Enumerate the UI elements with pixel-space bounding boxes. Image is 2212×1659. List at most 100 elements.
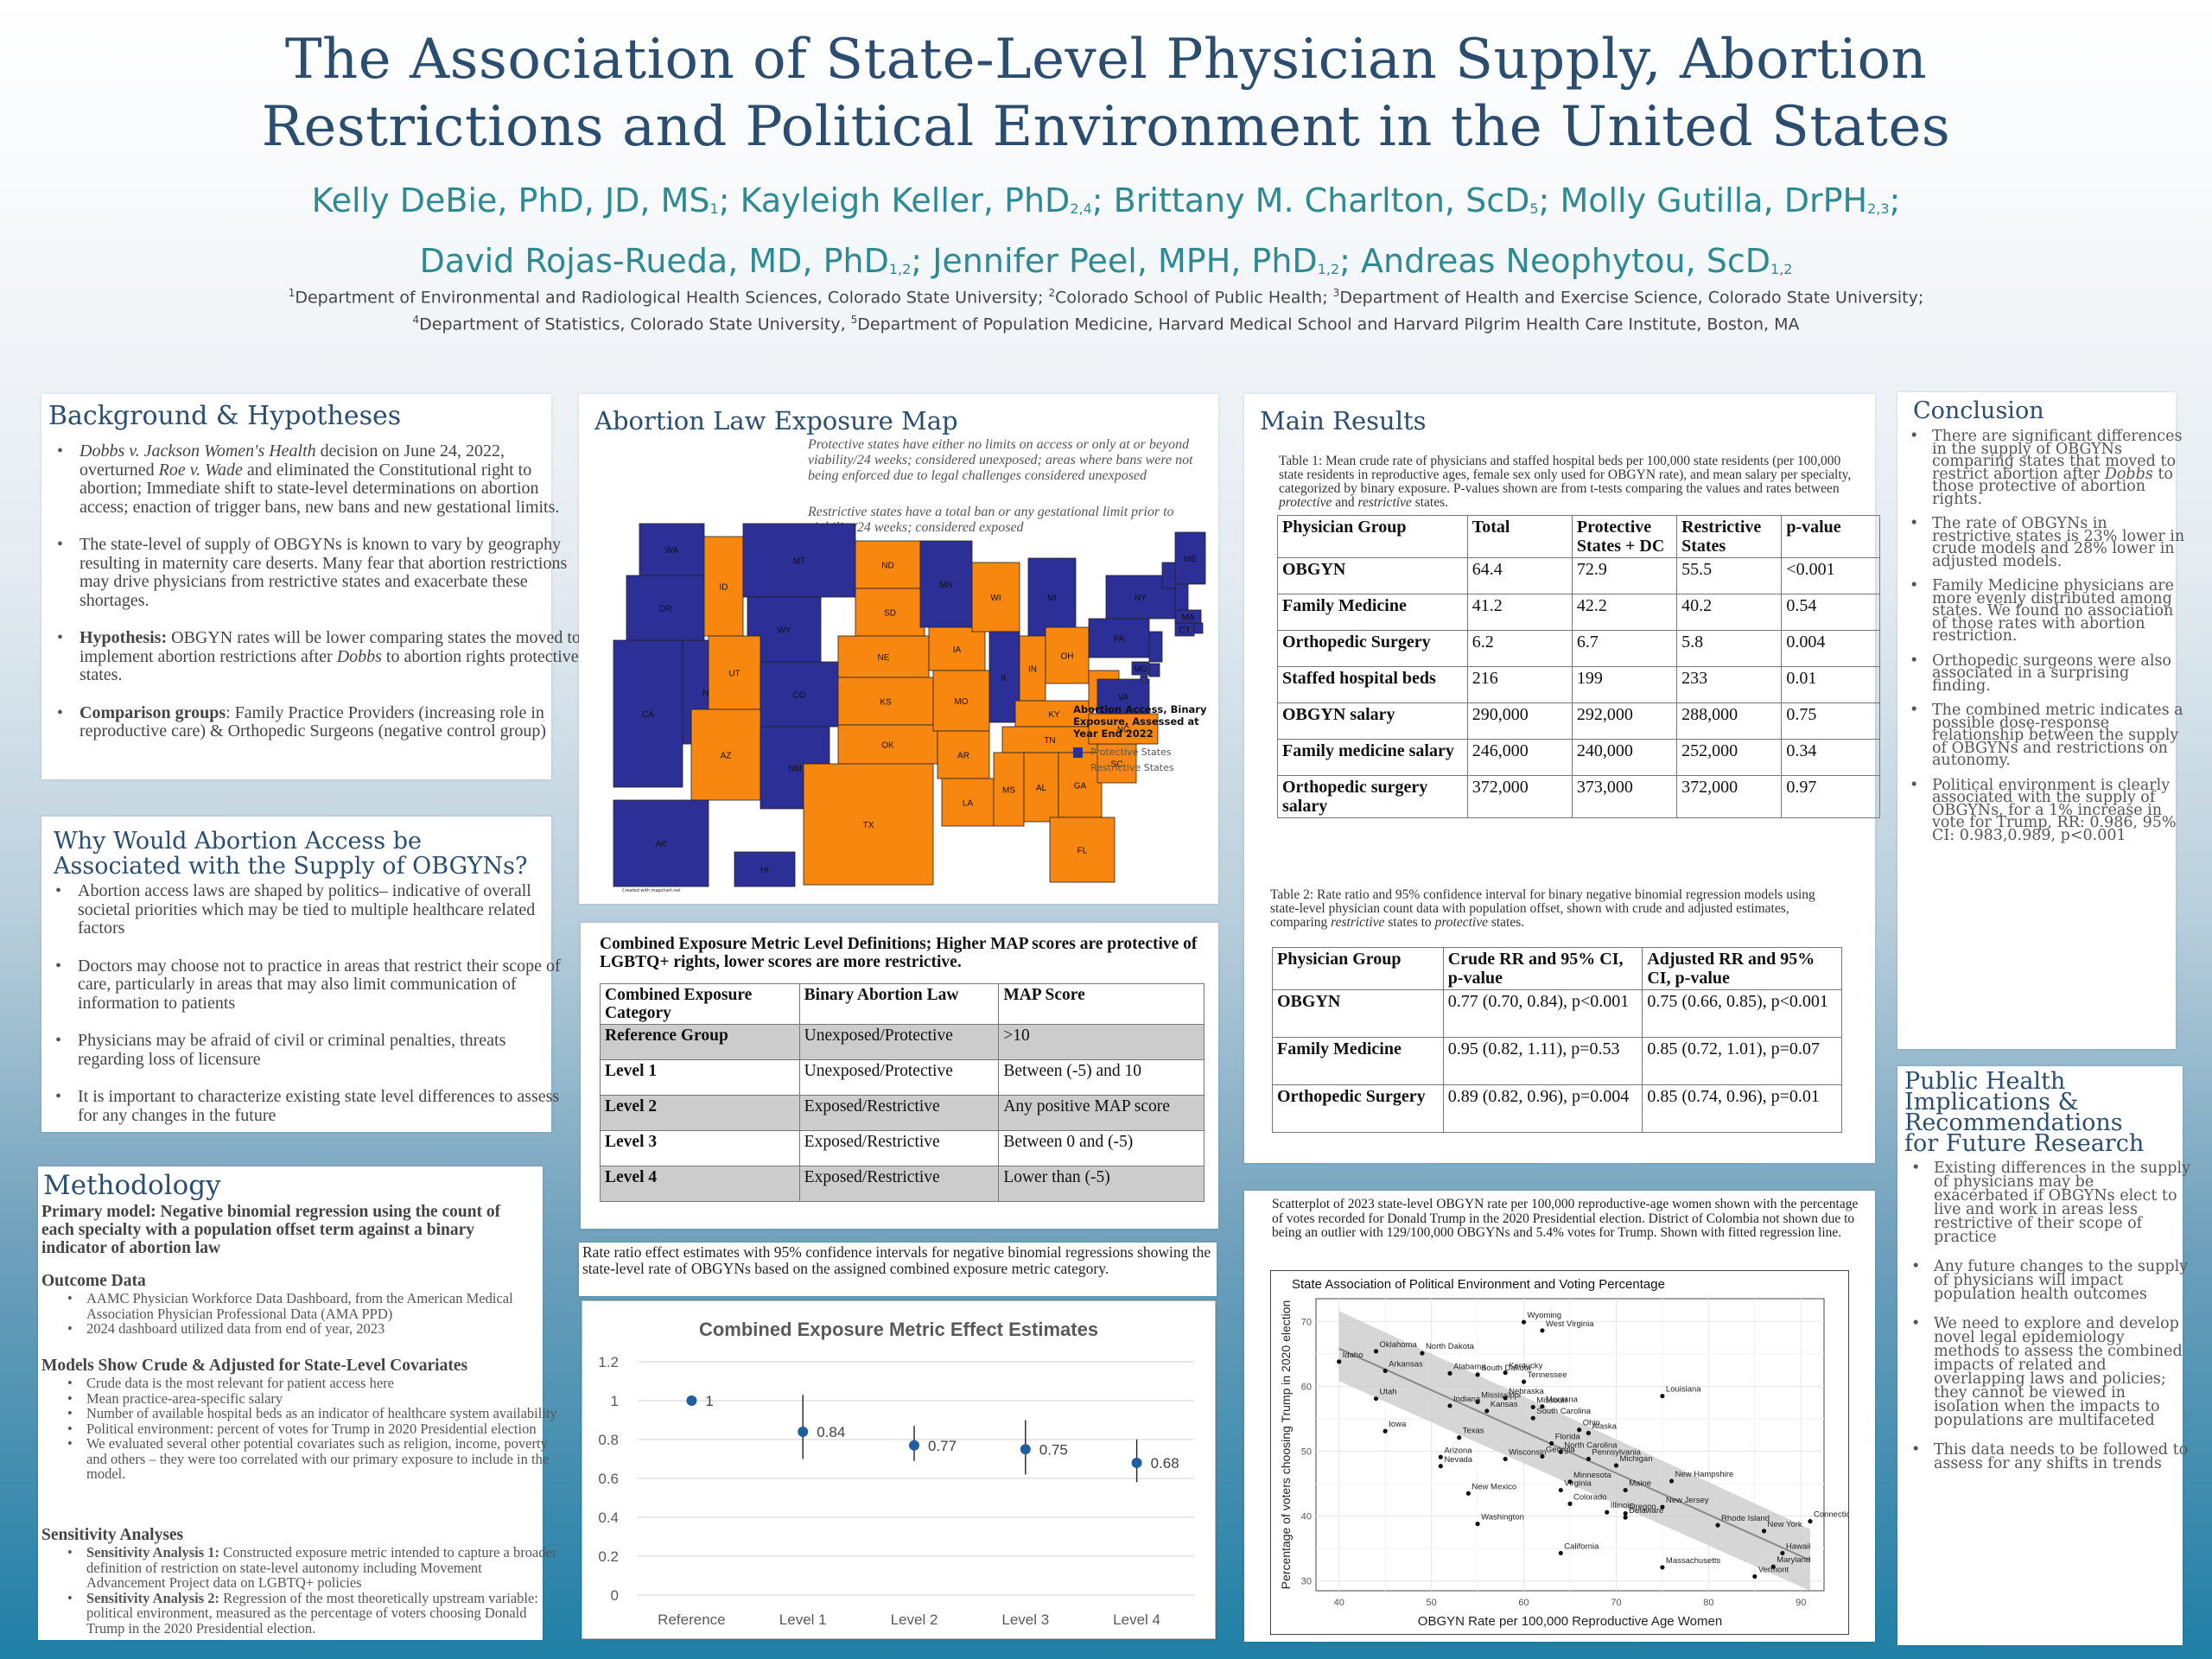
table-cell: Orthopedic Surgery	[1277, 630, 1468, 667]
map-state-nc: NC	[1088, 713, 1159, 745]
table-row: Family Medicine 41.2 42.2 40.2 0.54	[1277, 594, 1880, 631]
effect-x-label: Level 2	[891, 1611, 938, 1628]
scatter-x-tick: 60	[1518, 1598, 1529, 1608]
outcome-bullet: AAMC Physician Workforce Data Dashboard,…	[67, 1291, 562, 1321]
scatter-point-label: Nevada	[1444, 1455, 1472, 1465]
scatter-point-florida: Florida	[1549, 1432, 1580, 1446]
scatter-point-new-jersey: New Jersey	[1660, 1496, 1709, 1510]
conclusion-bullet: The rate of OBGYNs in restrictive states…	[1910, 516, 2188, 569]
scatter-point-illinois: Illinois	[1605, 1501, 1633, 1515]
map-state-ia: IA	[928, 626, 986, 671]
map-state-ma: MA	[1174, 609, 1202, 624]
svg-text:AZ: AZ	[721, 752, 732, 761]
map-state-sc: SC	[1096, 743, 1137, 784]
scatter-point-south-dakota: South Dakota	[1475, 1363, 1531, 1377]
table-cell: 252,000	[1676, 739, 1783, 776]
svg-text:CA: CA	[642, 710, 654, 720]
table-header-cell: Physician Group	[1272, 947, 1444, 990]
scatter-point-label: Wisconsin	[1509, 1448, 1546, 1458]
map-state-fl: FL	[1049, 817, 1116, 883]
table-cell: 6.7	[1571, 630, 1678, 667]
svg-text:MA: MA	[1182, 613, 1195, 623]
outcome-bullets: AAMC Physician Workforce Data Dashboard,…	[57, 1291, 562, 1337]
author-separator: ;	[718, 181, 741, 219]
scatter-point-wisconsin: Wisconsin	[1503, 1448, 1546, 1462]
scatter-point-label: Wyoming	[1528, 1311, 1562, 1320]
table-cell: 0.75 (0.66, 0.85), p<0.001	[1642, 989, 1842, 1038]
scatter-point-arizona: Arizona	[1438, 1446, 1472, 1459]
table-header-cell: Crude RR and 95% CI, p-value	[1442, 947, 1643, 990]
table-cell: 0.77 (0.70, 0.84), p<0.001	[1442, 989, 1643, 1038]
scatter-point-label: Florida	[1555, 1432, 1581, 1441]
table-row: Reference Group Unexposed/Protective >10	[600, 1024, 1205, 1060]
svg-text:SD: SD	[884, 609, 896, 619]
svg-text:VA: VA	[1118, 693, 1129, 702]
table-cell: Exposed/Restrictive	[798, 1095, 1000, 1131]
effect-y-tick: 1	[611, 1393, 619, 1409]
scatter-point-montana: Montana	[1540, 1395, 1579, 1409]
scatter-point-washington: Washington	[1475, 1513, 1524, 1527]
table-cell: Level 3	[600, 1130, 800, 1166]
scatter-point-arkansas: Arkansas	[1382, 1359, 1423, 1373]
svg-text:IL: IL	[1001, 674, 1008, 683]
table-cell: Any positive MAP score	[998, 1095, 1205, 1131]
scatter-point-label: Idaho	[1343, 1351, 1363, 1360]
author-affiliation-marker: 2,4	[1070, 200, 1092, 217]
background-bullets: Dobbs v. Jackson Women's Health decision…	[50, 442, 581, 741]
table-cell: 6.2	[1466, 630, 1573, 667]
scatter-point-oklahoma: Oklahoma	[1373, 1340, 1418, 1354]
scatter-point-label: Michigan	[1619, 1454, 1652, 1464]
models-heading: Models Show Crude & Adjusted for State-L…	[41, 1357, 468, 1375]
author-name: Jennifer Peel, MPH, PhD	[932, 242, 1318, 280]
scatter-point-ohio: Ohio	[1577, 1419, 1600, 1433]
table-cell: 40.2	[1676, 594, 1783, 631]
scatter-point-label: North Dakota	[1426, 1342, 1475, 1351]
map-state-ak: AK	[613, 799, 709, 887]
table-cell: 288,000	[1676, 702, 1783, 740]
table-cell: Staffed hospital beds	[1277, 666, 1468, 703]
map-state-in: IN	[1019, 635, 1046, 702]
scatter-point-pennsylvania: Pennsylvania	[1586, 1448, 1642, 1462]
implications-bullet: Existing differences in the supply of ph…	[1911, 1160, 2193, 1245]
scatter-point-georgia: Georgia	[1540, 1446, 1575, 1459]
scatter-title: State Association of Political Environme…	[1292, 1277, 1665, 1292]
svg-text:MN: MN	[939, 581, 953, 590]
effect-caption-panel: Rate ratio effect estimates with 95% con…	[579, 1243, 1217, 1296]
background-bullet: Comparison groups: Family Practice Provi…	[57, 703, 581, 741]
scatter-point-kansas: Kansas	[1484, 1400, 1518, 1414]
background-bullet: The state-level of supply of OBGYNs is k…	[57, 535, 581, 610]
effect-point	[909, 1440, 919, 1451]
scatter-point-label: Oregon	[1629, 1503, 1656, 1512]
author-line-1: Kelly DeBie, PhD, JD, MS1; Kayleigh Kell…	[0, 175, 2212, 235]
scatter-point-california: California	[1558, 1541, 1599, 1556]
conclusion-bullet: Family Medicine physicians are more even…	[1910, 578, 2188, 643]
conclusion-bullets: There are significant differences in the…	[1903, 429, 2188, 854]
scatter-point-massachusetts: Massachusetts	[1660, 1556, 1721, 1570]
svg-text:IA: IA	[953, 645, 962, 655]
methodology-heading: Methodology	[43, 1170, 221, 1201]
map-state-oh: OH	[1045, 626, 1090, 684]
implications-panel: Public Health Implications & Recommendat…	[1897, 1066, 2190, 1645]
scatter-point-minnesota: Minnesota	[1567, 1471, 1612, 1484]
effect-point	[686, 1395, 697, 1406]
effect-point	[1020, 1444, 1031, 1455]
affiliation-line-1: 1Department of Environmental and Radiolo…	[0, 282, 2212, 308]
map-state-vt	[1161, 562, 1176, 589]
scatter-point-label: Pennsylvania	[1592, 1448, 1641, 1458]
table-row: Family Medicine 0.95 (0.82, 1.11), p=0.53…	[1272, 1037, 1842, 1085]
scatter-x-tick: 50	[1427, 1598, 1437, 1608]
restrictive-swatch	[1073, 762, 1083, 773]
conclusion-bullet: The combined metric indicates a possible…	[1910, 702, 2188, 767]
scatter-panel: Scatterplot of 2023 state-level OBGYN ra…	[1244, 1191, 1875, 1642]
table-cell: 41.2	[1466, 594, 1573, 631]
scatter-point-label: Maryland	[1777, 1555, 1810, 1565]
table-cell: Family Medicine	[1272, 1037, 1444, 1085]
map-legend: Abortion Access, Binary Exposure, Assess…	[1073, 703, 1211, 773]
table-row: Level 1 Unexposed/Protective Between (-5) …	[600, 1059, 1205, 1096]
map-state-de	[1148, 663, 1160, 677]
effect-chart-title: Combined Exposure Metric Effect Estimate…	[699, 1319, 1098, 1340]
scatter-point-hawaii: Hawaii	[1780, 1541, 1810, 1556]
svg-text:MT: MT	[793, 557, 805, 567]
sensitivity-bullet: Sensitivity Analysis 1: Constructed expo…	[67, 1545, 563, 1591]
scatter-point-label: South Dakota	[1481, 1363, 1531, 1373]
